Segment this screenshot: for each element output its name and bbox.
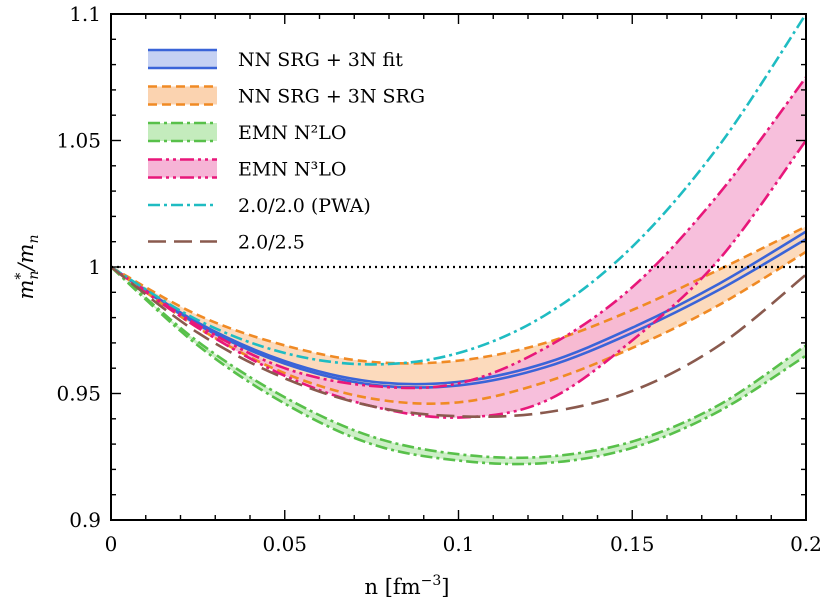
x-axis-title: n [fm−3]: [365, 573, 450, 599]
legend-item: NN SRG + 3N fit: [148, 48, 403, 71]
chart-lines: [111, 14, 806, 466]
series-2-upper-line: [111, 266, 806, 460]
y-tick-labels: 0.9 0.95 1 1.05 1.1: [56, 2, 101, 532]
series-2-lower-line: [111, 266, 806, 466]
legend-swatch: [148, 159, 217, 178]
legend-swatch: [148, 123, 217, 141]
y-tick-label: 1.05: [56, 129, 101, 153]
y-tick-label: 0.9: [69, 508, 101, 532]
y-tick-label: 1: [88, 255, 101, 279]
y-tick-label: 0.95: [56, 382, 101, 406]
legend-item: EMN N²LO: [148, 121, 346, 144]
x-tick-label: 0.2: [790, 532, 822, 556]
legend-item: 2.0/2.0 (PWA): [148, 195, 371, 217]
x-tick-label: 0.1: [443, 532, 475, 556]
x-tick-label: 0: [105, 532, 118, 556]
series-4-line: [111, 14, 806, 366]
y-tick-label: 1.1: [69, 2, 101, 26]
legend-label: EMN N²LO: [238, 122, 346, 144]
series-0-upper-line: [111, 230, 806, 386]
legend-label: EMN N³LO: [238, 159, 346, 181]
series-5-line: [111, 265, 806, 419]
legend-swatch: [148, 86, 217, 105]
legend-item: NN SRG + 3N SRG: [148, 85, 425, 108]
series-1-band: [111, 226, 806, 404]
legend-label: 2.0/2.0 (PWA): [238, 195, 371, 217]
legend: NN SRG + 3N fit NN SRG + 3N SRG EMN N²LO EM…: [148, 48, 425, 254]
x-tick-label: 0.15: [610, 532, 655, 556]
legend-label: NN SRG + 3N fit: [238, 49, 403, 71]
y-axis-title: m*n/mn: [13, 235, 42, 300]
series-0-lower-line: [111, 238, 806, 389]
legend-swatch: [148, 50, 217, 68]
legend-label: 2.0/2.5: [238, 232, 305, 254]
x-tick-labels: 0 0.05 0.1 0.15 0.2: [105, 532, 822, 556]
series-1-upper-line: [111, 225, 806, 365]
legend-item: 2.0/2.5: [148, 232, 305, 254]
legend-label: NN SRG + 3N SRG: [238, 86, 425, 108]
x-tick-label: 0.05: [262, 532, 307, 556]
plot-frame: [110, 13, 807, 521]
series-3-upper-line: [111, 76, 806, 390]
legend-item: EMN N³LO: [148, 158, 346, 181]
